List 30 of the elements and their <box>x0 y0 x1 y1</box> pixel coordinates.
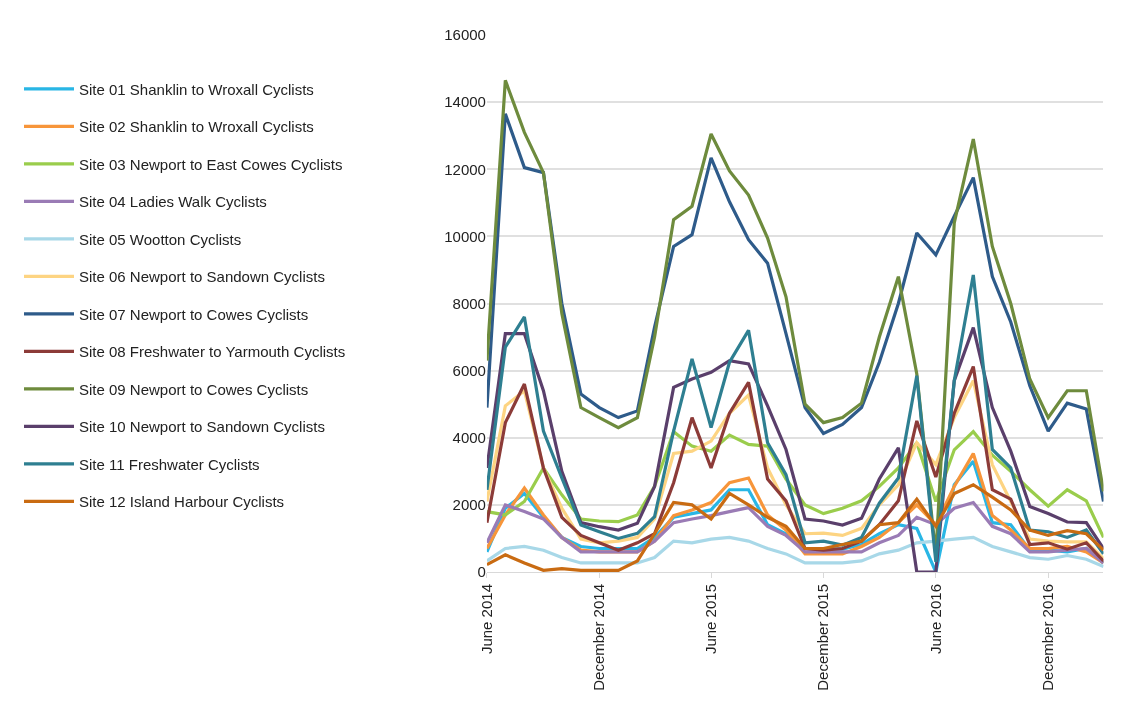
y-tick-label: 4000 <box>452 429 486 446</box>
legend-label: Site 06 Newport to Sandown Cyclists <box>79 268 325 286</box>
y-tick-label: 6000 <box>452 361 486 379</box>
x-tick-label: June 2014 <box>477 584 495 655</box>
legend-label: Site 07 Newport to Cowes Cyclists <box>79 305 309 323</box>
line-series <box>486 535 1104 569</box>
legend-label: Site 02 Shanklin to Wroxall Cyclists <box>79 118 314 136</box>
y-tick-label: 12000 <box>444 160 486 178</box>
legend-label: Site 01 Shanklin to Wroxall Cyclists <box>79 80 314 98</box>
y-tick-label: 8000 <box>452 294 486 312</box>
x-tick-label: December 2016 <box>1039 584 1057 691</box>
legend-label: Site 04 Ladies Walk Cyclists <box>79 193 267 211</box>
legend-label: Site 05 Wootton Cyclists <box>79 230 242 248</box>
legend-label: Site 12 Island Harbour Cyclists <box>79 493 285 511</box>
y-tick-label: 14000 <box>444 93 486 111</box>
legend-label: Site 11 Freshwater Cyclists <box>79 455 260 473</box>
legend-label: Site 09 Newport to Cowes Cyclists <box>79 380 309 398</box>
line-series <box>486 273 1104 564</box>
y-tick-label: 2000 <box>452 496 486 514</box>
y-tick-label: 10000 <box>444 227 486 245</box>
x-tick-label: June 2015 <box>701 584 719 655</box>
x-tick-label: December 2014 <box>590 584 608 691</box>
y-tick-label: 0 <box>477 563 486 581</box>
x-tick-label: June 2016 <box>926 584 944 655</box>
y-tick-label: 16000 <box>444 26 486 44</box>
legend-label: Site 10 Newport to Sandown Cyclists <box>79 418 325 436</box>
legend-label: Site 03 Newport to East Cowes Cyclists <box>79 155 343 173</box>
x-tick-label: December 2015 <box>814 584 832 691</box>
line-series <box>486 500 1104 565</box>
legend-label: Site 08 Freshwater to Yarmouth Cyclists <box>79 343 346 361</box>
